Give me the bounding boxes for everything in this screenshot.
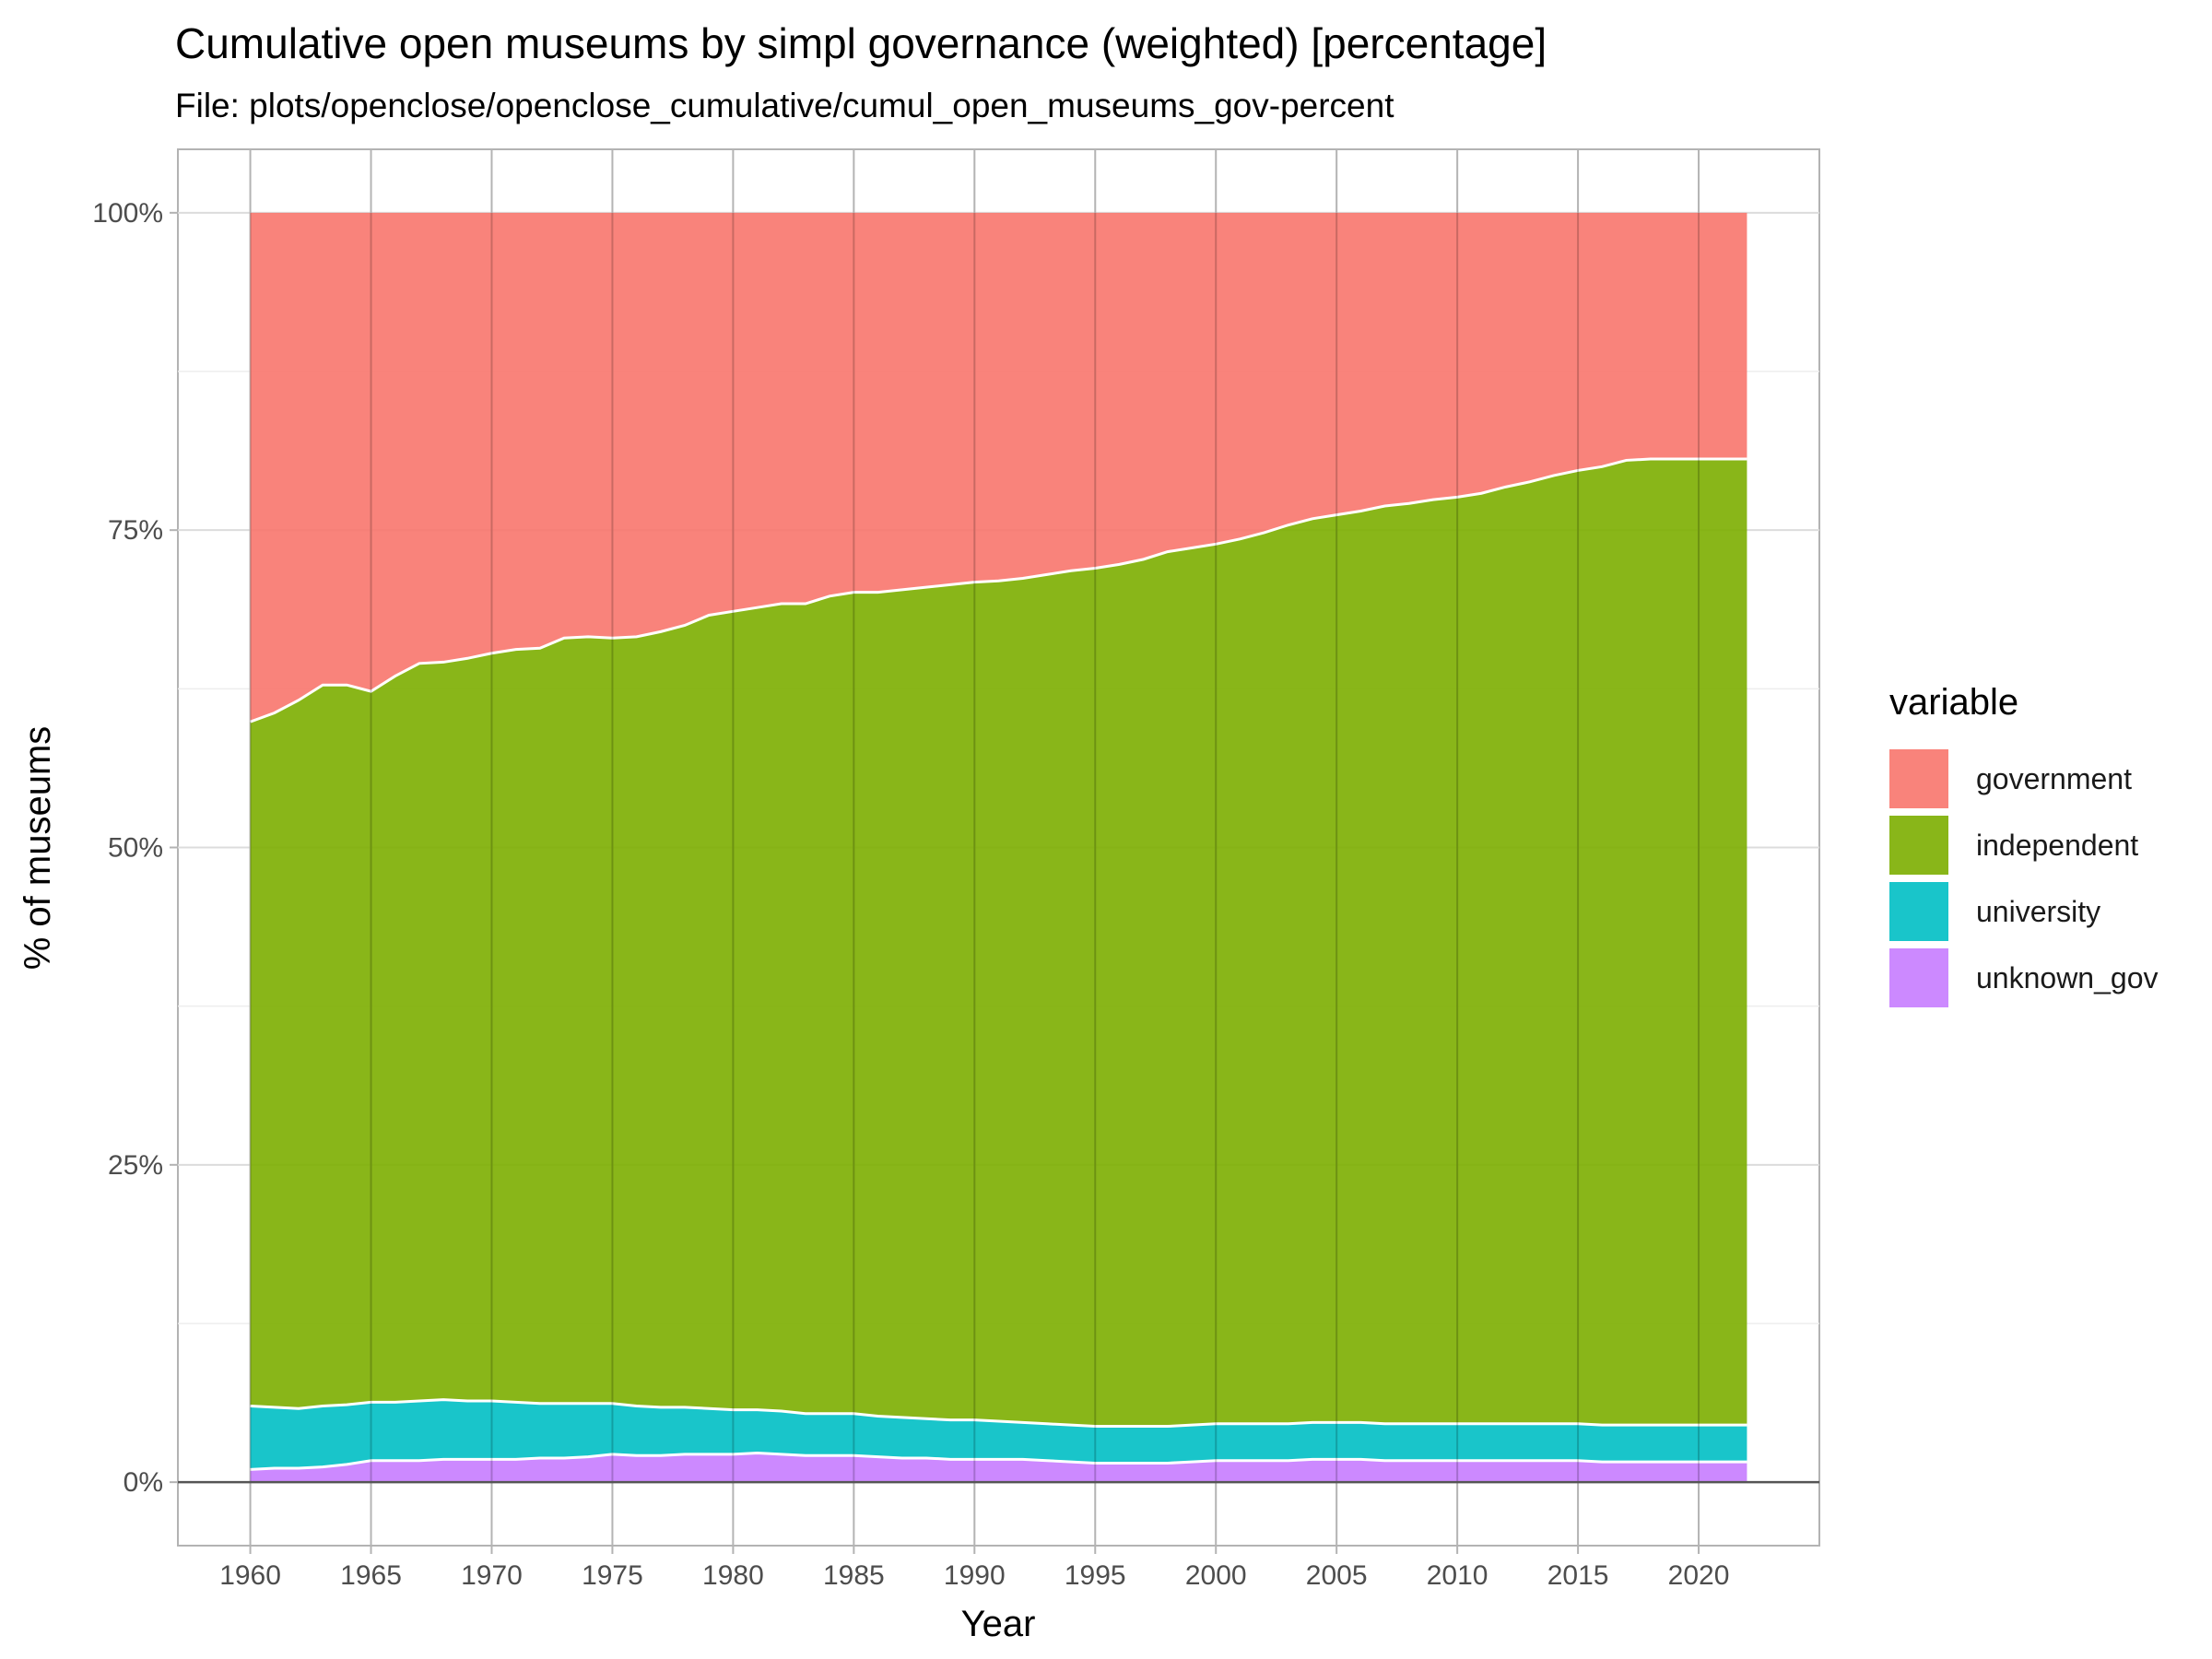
area-government <box>250 212 1747 723</box>
axis-ticks <box>170 211 1700 1554</box>
x-tick-label: 1970 <box>461 1560 523 1591</box>
chart-subtitle: File: plots/openclose/openclose_cumulati… <box>175 87 1394 124</box>
legend: variable government independent university… <box>1889 682 2158 1011</box>
x-tick-label: 2010 <box>1427 1560 1488 1591</box>
x-tick-labels: 1960 1965 1970 1975 1980 1985 1990 1995 2000 2005… <box>219 1560 1729 1591</box>
legend-item-university: university <box>1889 878 2158 945</box>
y-tick-label: 25% <box>108 1150 163 1181</box>
y-tick-label: 75% <box>108 515 163 546</box>
area-independent <box>250 459 1747 1427</box>
legend-swatch <box>1889 882 1948 941</box>
legend-label: independent <box>1976 828 2139 862</box>
area-boundary-line <box>250 1451 1747 1471</box>
x-axis-title: Year <box>961 1604 1036 1644</box>
legend-label: unknown_gov <box>1976 960 2159 994</box>
x-tick-label: 2000 <box>1185 1560 1247 1591</box>
x-tick-label: 2005 <box>1306 1560 1368 1591</box>
y-axis-title: % of museums <box>18 726 58 971</box>
legend-label: university <box>1976 894 2101 928</box>
legend-items: government independent university unknown_g… <box>1889 746 2158 1011</box>
area-university <box>250 1399 1747 1470</box>
legend-item-independent: independent <box>1889 812 2158 878</box>
area-boundary-line <box>250 457 1747 724</box>
vertical-gridlines-overlay <box>178 149 1819 1546</box>
y-tick-label: 50% <box>108 833 163 864</box>
x-tick-label: 1985 <box>823 1560 885 1591</box>
legend-label: government <box>1976 761 2132 795</box>
stacked-areas <box>250 212 1747 1483</box>
legend-item-government: government <box>1889 746 2158 812</box>
x-tick-label: 1980 <box>702 1560 764 1591</box>
x-tick-label: 2020 <box>1668 1560 1730 1591</box>
legend-swatch <box>1889 816 1948 875</box>
area-boundary-line <box>250 1398 1747 1429</box>
x-tick-label: 1965 <box>340 1560 402 1591</box>
x-tick-label: 2015 <box>1547 1560 1609 1591</box>
legend-title: variable <box>1889 682 2019 723</box>
y-tick-label: 0% <box>124 1467 163 1498</box>
y-tick-labels: 0% 25% 50% 75% 100% <box>92 198 163 1498</box>
x-tick-label: 1975 <box>582 1560 643 1591</box>
y-tick-label: 100% <box>92 198 163 229</box>
legend-swatch <box>1889 948 1948 1007</box>
x-tick-label: 1990 <box>944 1560 1006 1591</box>
chart-title: Cumulative open museums by simpl governa… <box>175 19 1547 67</box>
x-tick-label: 1995 <box>1065 1560 1126 1591</box>
x-tick-label: 1960 <box>219 1560 281 1591</box>
legend-item-unknown-gov: unknown_gov <box>1889 945 2158 1011</box>
legend-swatch <box>1889 749 1948 808</box>
